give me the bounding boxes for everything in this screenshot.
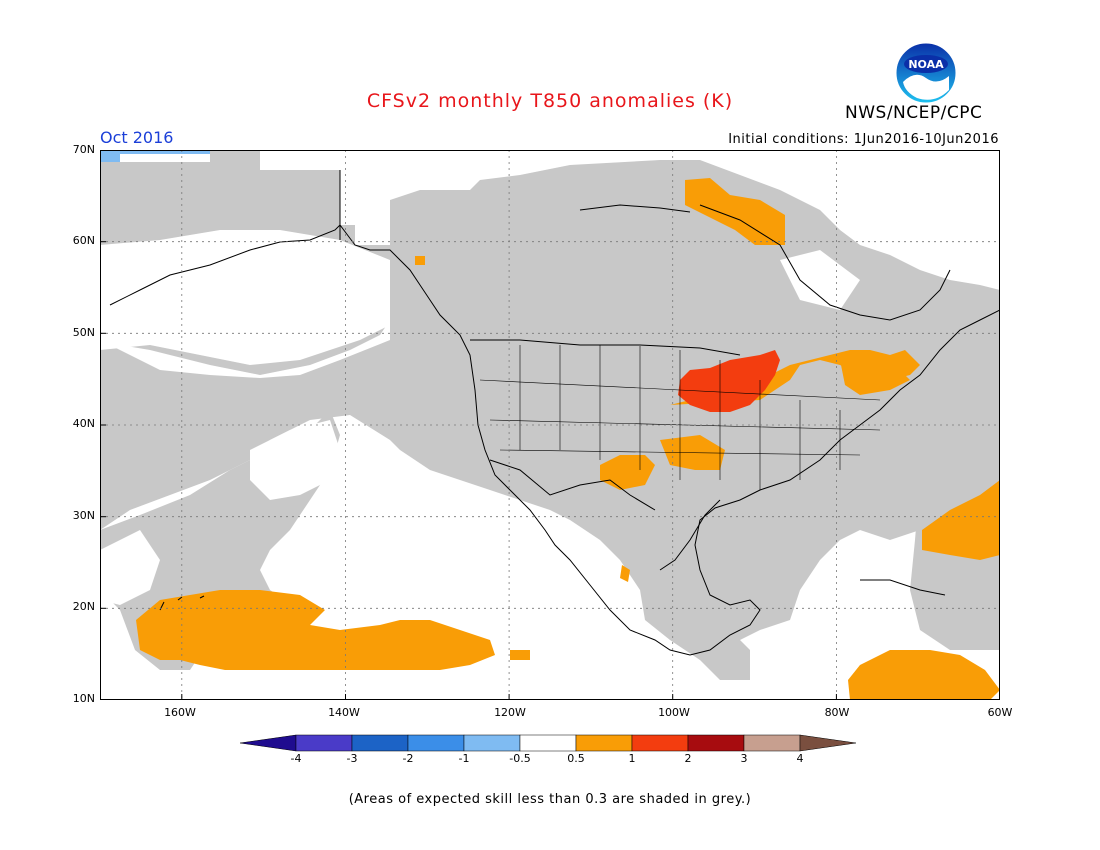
border xyxy=(489,459,656,511)
colorbar-segment xyxy=(687,734,745,752)
coastline xyxy=(579,204,691,213)
lon-label: 60W xyxy=(987,706,1013,719)
orange-region xyxy=(600,455,655,490)
white-patch xyxy=(880,160,930,210)
colorbar-tick-label: -4 xyxy=(290,752,302,765)
colorbar-segment xyxy=(519,734,577,752)
map-title: CFSv2 monthly T850 anomalies (K) xyxy=(366,90,734,112)
colorbar-tick-label: -2 xyxy=(402,752,414,765)
orange-region xyxy=(415,256,425,265)
graticule xyxy=(100,150,1000,700)
red-region xyxy=(678,350,780,412)
orange-region xyxy=(510,650,530,660)
lon-label: 100W xyxy=(658,706,690,719)
colorbar-segment xyxy=(743,734,801,752)
state-lines xyxy=(479,345,881,490)
colorbar-labels: -4 -3 -2 -1 -0.5 0.5 1 2 3 4 xyxy=(0,752,1100,768)
grey-region xyxy=(100,340,390,530)
lat-label: 20N xyxy=(72,600,95,613)
agency-label: NWS/NCEP/CPC xyxy=(845,103,983,123)
lon-label: 140W xyxy=(328,706,360,719)
colorbar-segment xyxy=(295,734,353,752)
lat-label: 50N xyxy=(72,326,95,339)
orange-region xyxy=(685,178,785,245)
white-patch xyxy=(100,530,160,605)
blue-patch xyxy=(100,150,120,162)
colorbar-segment xyxy=(631,734,689,752)
lon-label: 80W xyxy=(824,706,850,719)
orange-region xyxy=(922,480,1000,560)
colorbar-tick-label: 1 xyxy=(628,752,636,765)
lon-label: 160W xyxy=(164,706,196,719)
logo-text: NOAA xyxy=(908,58,944,71)
lon-label: 120W xyxy=(494,706,526,719)
coastline xyxy=(659,499,721,571)
lat-label: 60N xyxy=(72,234,95,247)
colorbar-tick-label: 3 xyxy=(740,752,748,765)
map-frame xyxy=(100,150,1000,700)
colorbar-segment xyxy=(351,734,409,752)
lat-label: 30N xyxy=(72,509,95,522)
border xyxy=(470,339,741,356)
orange-region xyxy=(136,590,495,670)
neutral-patches xyxy=(100,160,930,670)
anomaly-map xyxy=(100,150,1000,700)
colorbar-tick-label: 2 xyxy=(684,752,692,765)
valid-month: Oct 2016 xyxy=(100,128,174,147)
colorbar-arrow-left xyxy=(240,734,297,752)
white-patch xyxy=(250,420,340,500)
colorbar-segment xyxy=(575,734,633,752)
blue-patch xyxy=(120,150,210,154)
lat-label: 10N xyxy=(72,692,95,705)
lat-label: 70N xyxy=(72,143,95,156)
white-patch xyxy=(780,250,860,310)
coastline xyxy=(699,204,951,321)
colorbar xyxy=(240,734,857,752)
initial-conditions: Initial conditions: 1Jun2016-10Jun2016 xyxy=(728,132,999,147)
colorbar-tick-label: -3 xyxy=(346,752,358,765)
colorbar-tick-label: 0.5 xyxy=(567,752,585,765)
colorbar-tick-label: 4 xyxy=(796,752,804,765)
orange-region xyxy=(620,565,630,582)
lat-label: 40N xyxy=(72,417,95,430)
colorbar-segment xyxy=(463,734,521,752)
coastline xyxy=(860,579,946,596)
colorbar-tick-label: -1 xyxy=(458,752,470,765)
noaa-logo: NOAA xyxy=(895,42,957,104)
skill-footnote: (Areas of expected skill less than 0.3 a… xyxy=(348,792,752,807)
colorbar-arrow-right xyxy=(799,734,857,752)
grey-region xyxy=(640,590,750,680)
orange-region xyxy=(840,360,910,395)
orange-region xyxy=(848,650,1000,700)
anomaly-1-2 xyxy=(678,350,780,412)
colorbar-tick-label: -0.5 xyxy=(509,752,531,765)
colorbar-segment xyxy=(407,734,465,752)
white-patch xyxy=(100,230,390,365)
